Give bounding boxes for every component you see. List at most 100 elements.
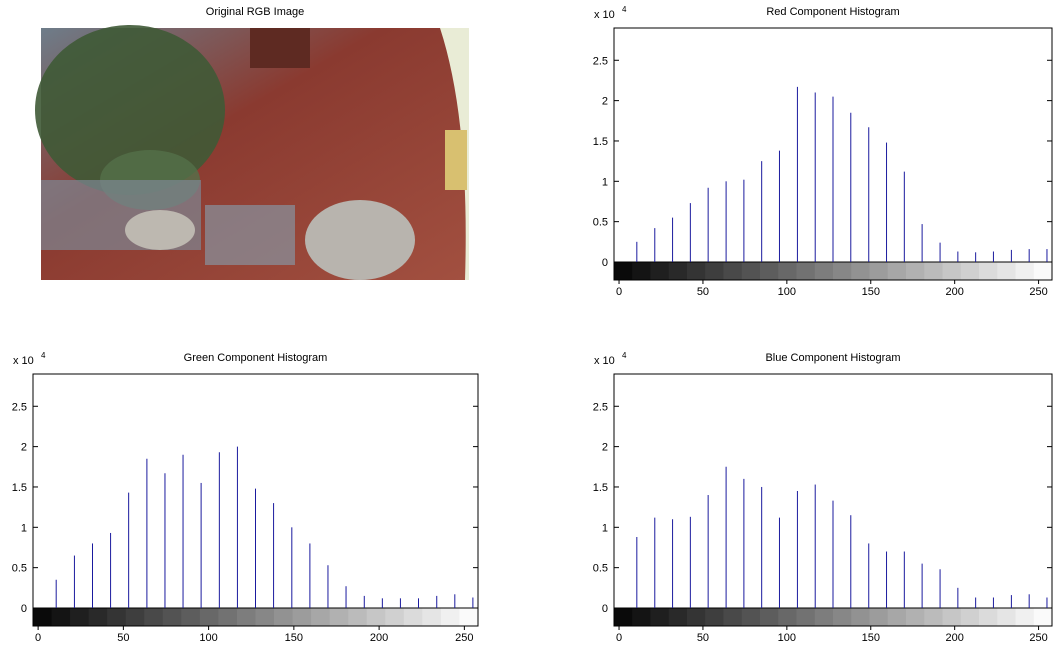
colorbar-cell (126, 608, 145, 626)
x-tick-label: 100 (778, 286, 796, 298)
colorbar-cell (906, 262, 925, 280)
x-tick-label: 150 (862, 632, 880, 644)
colorbar-cell (274, 608, 293, 626)
chart-title: Green Component Histogram (184, 352, 328, 364)
y-tick-label: 1.5 (593, 482, 608, 494)
y-tick-label: 1 (21, 522, 27, 534)
colorbar-cell (651, 608, 670, 626)
x-tick-label: 0 (616, 286, 622, 298)
colorbar-cell (237, 608, 256, 626)
x-tick-label: 250 (455, 632, 473, 644)
x-tick-label: 0 (616, 632, 622, 644)
y-tick-label: 2.5 (593, 55, 608, 67)
colorbar-cell (293, 608, 312, 626)
x-tick-label: 200 (945, 632, 963, 644)
colorbar-cell (870, 262, 889, 280)
colorbar-cell (851, 262, 870, 280)
y-tick-label: 1 (602, 176, 608, 188)
axis-multiplier: x 10 (13, 355, 34, 367)
colorbar-cell (200, 608, 219, 626)
x-tick-label: 50 (117, 632, 129, 644)
colorbar-cell (669, 262, 688, 280)
colorbar-cell (833, 608, 852, 626)
colorbar-cell (459, 608, 478, 626)
colorbar-cell (815, 262, 834, 280)
chart-title: Blue Component Histogram (765, 352, 900, 364)
colorbar-cell (906, 608, 925, 626)
axis-multiplier-exponent: 4 (41, 351, 46, 360)
y-tick-label: 0.5 (12, 563, 27, 575)
x-tick-label: 0 (35, 632, 41, 644)
colorbar-cell (979, 262, 998, 280)
axis-multiplier-exponent: 4 (622, 351, 627, 360)
colorbar-cell (163, 608, 182, 626)
colorbar-cell (724, 262, 743, 280)
colorbar-cell (144, 608, 163, 626)
colorbar-cell (742, 262, 761, 280)
chart-title: Red Component Histogram (766, 6, 899, 18)
colorbar-cell (422, 608, 441, 626)
colorbar-cell (70, 608, 89, 626)
colorbar-cell (1034, 262, 1053, 280)
axis-multiplier: x 10 (594, 355, 615, 367)
colorbar-cell (89, 608, 108, 626)
colorbar-cell (961, 608, 980, 626)
colorbar-cell (705, 262, 724, 280)
colorbar-cell (348, 608, 367, 626)
colorbar-cell (760, 608, 779, 626)
colorbar-cell (943, 608, 962, 626)
y-tick-label: 0.5 (593, 217, 608, 229)
x-tick-label: 50 (697, 632, 709, 644)
image-title: Original RGB Image (206, 6, 304, 18)
x-tick-label: 200 (945, 286, 963, 298)
colorbar-cell (441, 608, 460, 626)
colorbar-cell (815, 608, 834, 626)
colorbar-cell (614, 262, 633, 280)
y-tick-label: 2 (602, 442, 608, 454)
y-tick-label: 2 (602, 96, 608, 108)
colorbar-cell (961, 262, 980, 280)
colorbar-cell (705, 608, 724, 626)
x-tick-label: 50 (697, 286, 709, 298)
colorbar-cell (651, 262, 670, 280)
colorbar-cell (924, 262, 943, 280)
colorbar-cell (888, 262, 907, 280)
colorbar-cell (256, 608, 275, 626)
colorbar-cell (870, 608, 889, 626)
colorbar-cell (311, 608, 330, 626)
colorbar-cell (924, 608, 943, 626)
colorbar-cell (632, 262, 651, 280)
colorbar-cell (669, 608, 688, 626)
x-tick-label: 150 (285, 632, 303, 644)
colorbar-cell (687, 262, 706, 280)
colorbar-cell (997, 608, 1016, 626)
colorbar-cell (888, 608, 907, 626)
x-tick-label: 150 (862, 286, 880, 298)
y-tick-label: 1.5 (12, 482, 27, 494)
colorbar-cell (33, 608, 52, 626)
colorbar-cell (833, 262, 852, 280)
colorbar-cell (851, 608, 870, 626)
colorbar-cell (943, 262, 962, 280)
y-tick-label: 0 (602, 603, 608, 615)
axis-multiplier: x 10 (594, 9, 615, 21)
x-tick-label: 250 (1029, 286, 1047, 298)
colorbar-cell (614, 608, 633, 626)
colorbar-cell (52, 608, 71, 626)
colorbar-cell (1034, 608, 1053, 626)
colorbar-cell (1016, 262, 1035, 280)
x-tick-label: 100 (199, 632, 217, 644)
colorbar-cell (979, 608, 998, 626)
y-tick-label: 1.5 (593, 136, 608, 148)
y-tick-label: 1 (602, 522, 608, 534)
colorbar-cell (778, 608, 797, 626)
rgb-image (35, 25, 469, 280)
colorbar-cell (997, 262, 1016, 280)
figure: Original RGB Image Red Component Histogr… (0, 0, 1063, 651)
colorbar-cell (218, 608, 237, 626)
y-tick-label: 0 (21, 603, 27, 615)
y-tick-label: 2.5 (12, 401, 27, 413)
axis-multiplier-exponent: 4 (622, 5, 627, 14)
colorbar-cell (107, 608, 126, 626)
colorbar-cell (778, 262, 797, 280)
